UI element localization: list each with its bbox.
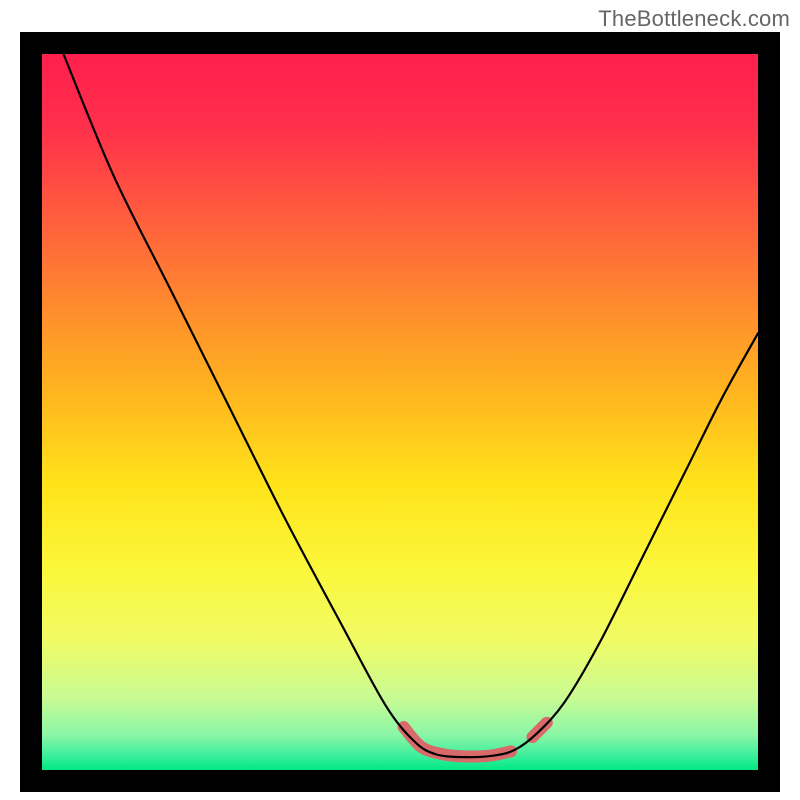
plot-background — [42, 54, 758, 770]
chart-container: TheBottleneck.com — [0, 0, 800, 800]
attribution-label: TheBottleneck.com — [598, 6, 790, 32]
bottleneck-chart — [0, 0, 800, 800]
